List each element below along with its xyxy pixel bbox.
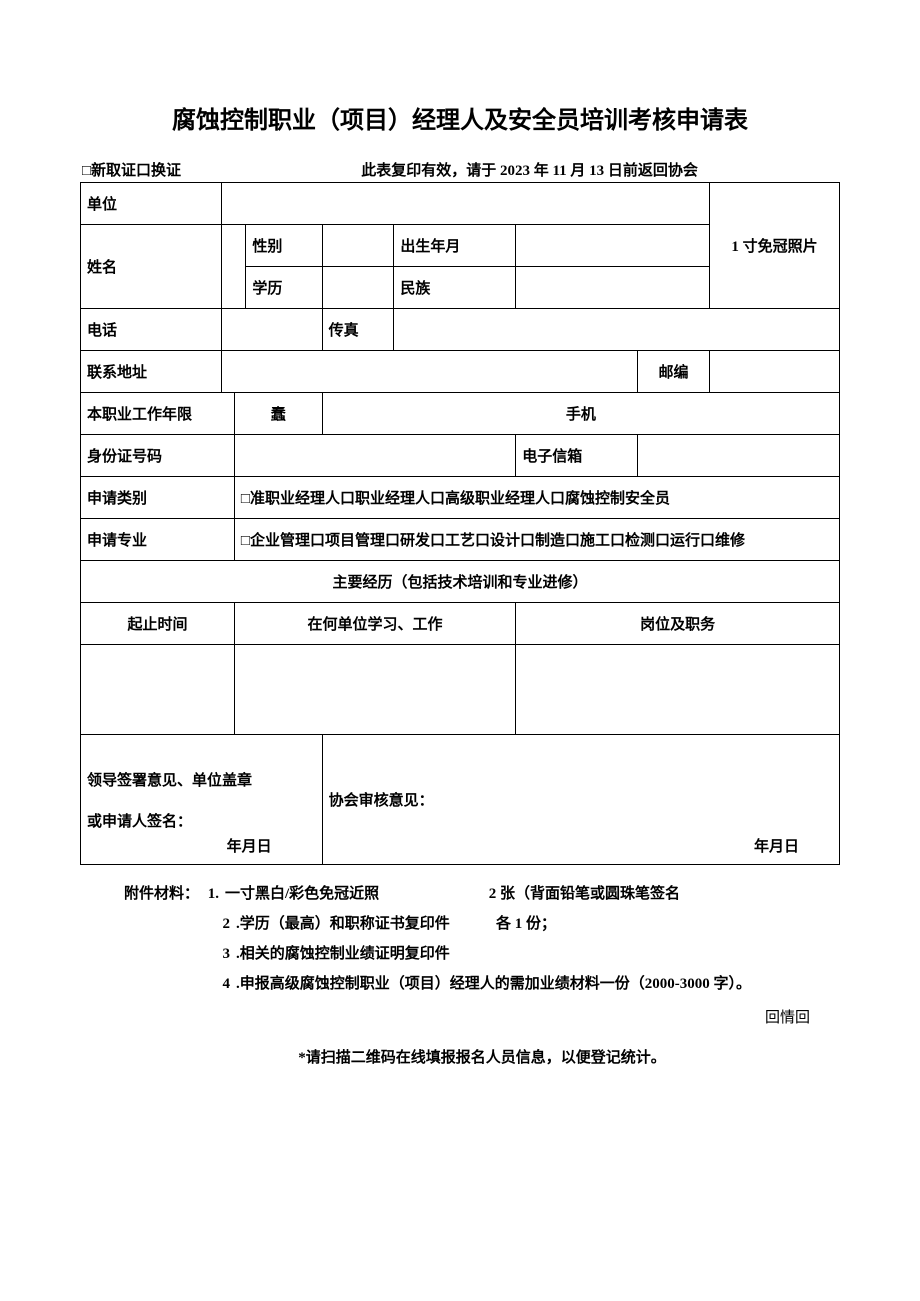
- apply-type-label: 申请类别: [81, 477, 235, 519]
- experience-col-where: 在何单位学习、工作: [234, 603, 515, 645]
- apply-major-options[interactable]: □企业管理口项目管理口研发口工艺口设计口制造口施工口检测口运行口维修: [234, 519, 839, 561]
- experience-where-input[interactable]: [234, 645, 515, 735]
- association-review-label: 协会审核意见：: [329, 789, 833, 810]
- birth-label: 出生年月: [394, 225, 516, 267]
- name-input[interactable]: [222, 225, 246, 309]
- attachment-item: 2 .学历（最高）和职称证书复印件 各 1 份；: [124, 909, 840, 939]
- unit-label: 单位: [81, 183, 222, 225]
- phone-input[interactable]: [222, 309, 322, 351]
- experience-header: 主要经历（包括技术培训和专业进修）: [81, 561, 840, 603]
- small-note: 回情回: [124, 1003, 810, 1033]
- address-input[interactable]: [222, 351, 638, 393]
- attachment-item: 3 .相关的腐蚀控制业绩证明复印件: [124, 939, 840, 969]
- application-form-table: 单位 1 寸免冠照片 姓名 性别 出生年月 学历 民族 电话 传真 联系地址 邮…: [80, 182, 840, 865]
- header-row: □新取证口换证 此表复印有效，请于 2023 年 11 月 13 日前返回协会: [80, 159, 840, 180]
- work-years-label: 本职业工作年限: [81, 393, 235, 435]
- fax-label: 传真: [322, 309, 394, 351]
- cert-type-checkboxes[interactable]: □新取证口换证: [82, 159, 181, 180]
- attachment-num: 3: [210, 939, 236, 969]
- experience-col-period: 起止时间: [81, 603, 235, 645]
- id-number-label: 身份证号码: [81, 435, 235, 477]
- name-label: 姓名: [81, 225, 222, 309]
- leader-sign-date: 年月日: [227, 835, 272, 856]
- education-input[interactable]: [322, 267, 394, 309]
- experience-period-input[interactable]: [81, 645, 235, 735]
- address-label: 联系地址: [81, 351, 222, 393]
- attachment-item: 4 .申报高级腐蚀控制职业（项目）经理人的需加业绩材料一份（2000-3000 …: [124, 969, 840, 999]
- attachment-text: .相关的腐蚀控制业绩证明复印件: [236, 939, 840, 969]
- association-sign-date: 年月日: [754, 835, 799, 856]
- page-title: 腐蚀控制职业（项目）经理人及安全员培训考核申请表: [80, 100, 840, 135]
- leader-sign-line1: 领导签署意见、单位盖章: [87, 769, 316, 790]
- phone-label: 电话: [81, 309, 222, 351]
- experience-col-position: 岗位及职务: [516, 603, 840, 645]
- gender-label: 性别: [246, 225, 322, 267]
- photo-placeholder: 1 寸免冠照片: [710, 183, 840, 309]
- return-deadline-note: 此表复印有效，请于 2023 年 11 月 13 日前返回协会: [181, 159, 838, 180]
- attachments-section: 附件材料： 1. 一寸黑白/彩色免冠近照 2 张（背面铅笔或圆珠笔签名 2 .学…: [124, 879, 840, 1073]
- postcode-label: 邮编: [638, 351, 710, 393]
- birth-input[interactable]: [516, 225, 710, 267]
- fax-input[interactable]: [394, 309, 840, 351]
- leader-signature-cell[interactable]: 领导签署意见、单位盖章 或申请人签名： 年月日: [81, 735, 323, 865]
- postcode-input[interactable]: [710, 351, 840, 393]
- applicant-sign-line: 或申请人签名：: [87, 810, 316, 831]
- mobile-label: 手机: [322, 393, 839, 435]
- attachment-right: 各 1 份；: [496, 909, 556, 939]
- association-review-cell[interactable]: 协会审核意见： 年月日: [322, 735, 839, 865]
- attachment-num: 1.: [199, 879, 225, 909]
- attachment-num: 4: [210, 969, 236, 999]
- id-number-input[interactable]: [234, 435, 515, 477]
- attachments-label: 附件材料：: [124, 879, 199, 909]
- attachment-item: 附件材料： 1. 一寸黑白/彩色免冠近照 2 张（背面铅笔或圆珠笔签名: [124, 879, 840, 909]
- unit-input[interactable]: [222, 183, 710, 225]
- attachment-num: 2: [210, 909, 236, 939]
- attachment-text: .学历（最高）和职称证书复印件: [236, 909, 496, 939]
- experience-position-input[interactable]: [516, 645, 840, 735]
- attachment-right: 2 张（背面铅笔或圆珠笔签名: [489, 879, 840, 909]
- education-label: 学历: [246, 267, 322, 309]
- work-years-suffix: 蠢: [234, 393, 322, 435]
- attachment-text: .申报高级腐蚀控制职业（项目）经理人的需加业绩材料一份（2000-3000 字）…: [236, 969, 840, 999]
- email-input[interactable]: [638, 435, 840, 477]
- scan-qr-note: *请扫描二维码在线填报报名人员信息，以便登记统计。: [124, 1043, 840, 1073]
- ethnicity-label: 民族: [394, 267, 516, 309]
- email-label: 电子信箱: [516, 435, 638, 477]
- ethnicity-input[interactable]: [516, 267, 710, 309]
- attachment-text: 一寸黑白/彩色免冠近照: [225, 879, 489, 909]
- apply-type-options[interactable]: □准职业经理人口职业经理人口高级职业经理人口腐蚀控制安全员: [234, 477, 839, 519]
- apply-major-label: 申请专业: [81, 519, 235, 561]
- gender-input[interactable]: [322, 225, 394, 267]
